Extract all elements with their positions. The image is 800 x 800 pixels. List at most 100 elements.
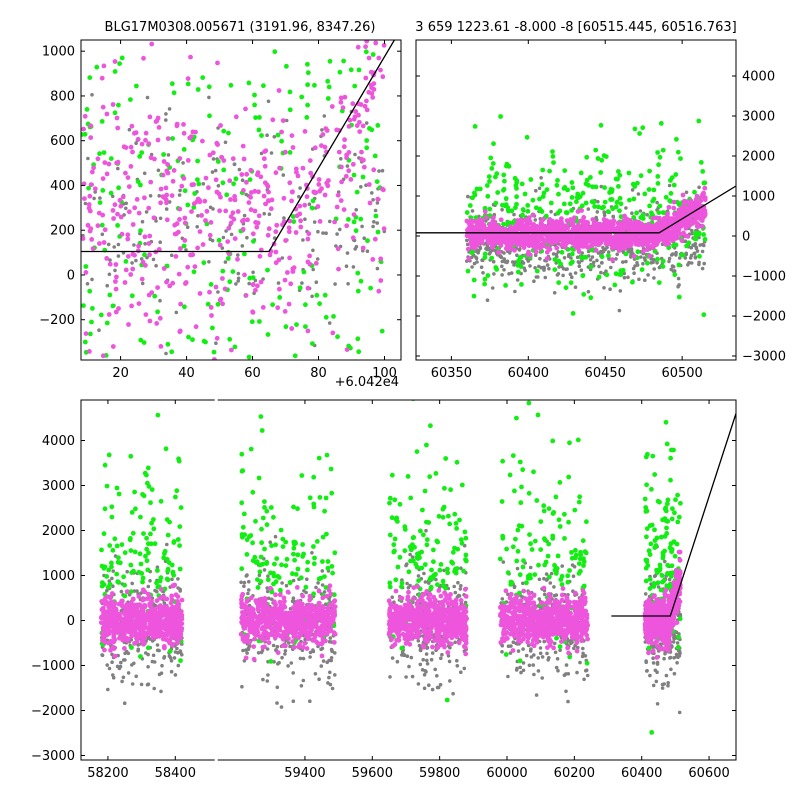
p1-point-magenta [593,226,599,232]
p0-point-magenta [164,279,169,285]
p1-point-grey [539,176,543,180]
p0-model-line [81,40,395,253]
p0-point-magenta [172,11,177,16]
p2-point-grey [240,684,244,689]
p0-point-green [252,102,257,108]
p2-point-green [122,550,128,556]
p0-point-green [335,334,340,340]
p1-point-grey [465,238,469,243]
p2-point-green [174,488,180,494]
p2-point-green [144,535,150,541]
p2-point-grey [123,658,127,662]
p0-point-grey [301,238,305,242]
p0-point-magenta [339,179,344,185]
p1-point-green [655,174,661,179]
p0-point-magenta [262,180,268,186]
p0-point-grey [229,232,234,237]
p0-point-green [192,191,198,196]
p1-point-magenta [588,237,594,243]
p1-point-green [669,175,675,181]
p1-point-green [698,160,704,165]
p2-point-grey [564,663,569,667]
p2-point-grey [265,679,270,683]
p2-point-grey [459,566,463,570]
p1-point-green [581,292,587,297]
p0-point-magenta [347,117,353,123]
p0-point-magenta [82,113,88,119]
p2-point-grey [408,583,412,588]
p1-point-magenta [666,204,672,210]
p0-point-magenta [155,285,161,290]
p0-point-magenta [289,326,295,331]
p0-point-grey [311,267,316,272]
p2-point-grey [172,656,177,660]
p1-point-green [569,251,575,257]
p0-point-magenta [141,55,146,61]
p2-point-grey [404,675,408,679]
p2-point-grey [157,672,162,677]
p0-point-magenta [317,188,323,194]
p0-point-magenta [158,186,164,192]
p0-point-magenta [380,74,386,80]
p2-point-grey [455,664,460,668]
p1-point-magenta [536,243,542,249]
p1-point-green [598,122,604,128]
p0-point-grey [373,208,378,213]
p2-point-green [167,648,173,654]
p1-point-green [656,162,661,168]
p0-point-green [86,185,91,191]
p0-ytick-label: 200 [50,224,75,239]
p2-point-grey [146,636,150,641]
p2-point-grey [552,593,557,598]
p0-point-magenta [155,137,161,143]
p2-point-grey [662,682,666,686]
p2-point-grey [651,661,656,665]
p0-point-magenta [357,119,362,125]
p2-point-grey [324,602,328,606]
p1-point-magenta [694,193,700,199]
p1-point-green [578,170,584,176]
p1-point-green [601,204,606,210]
p1-point-magenta [656,234,661,240]
p0-point-magenta [277,286,282,292]
p0-point-magenta [367,200,373,206]
p2-point-grey [430,651,435,655]
p2-point-grey [571,574,576,578]
p0-point-magenta [115,211,120,217]
p0-point-green [375,229,381,235]
p2-point-green [138,514,143,520]
p0-point-magenta [114,274,119,280]
p1-point-magenta [585,220,590,225]
p2-point-grey [107,666,112,671]
p1-point-green [634,210,639,216]
p2-point-grey [390,595,395,599]
p1-point-magenta [472,233,478,239]
p2-point-grey [410,674,415,679]
p0-point-green [322,292,328,298]
p1-point-green [596,204,601,210]
p1-point-green [678,156,683,162]
p0-point-magenta [178,301,184,307]
p0-point-grey [328,219,332,224]
p0-point-green [119,55,125,61]
p2-point-green [139,571,145,576]
p2-point-grey [135,589,139,593]
p0-point-magenta [263,148,269,154]
p0-point-green [152,293,158,299]
p1-point-green [550,149,555,155]
p1-point-green [474,186,480,192]
p0-point-green [87,288,93,294]
p1-point-grey [586,207,591,211]
p2-point-green [128,562,134,568]
p2-point-grey [578,660,582,665]
p0-point-magenta [153,119,159,124]
p1-point-green [663,194,669,200]
p0-point-magenta [330,330,336,336]
p0-point-grey [244,192,248,197]
p1-point-grey [573,285,578,290]
p0-point-green [360,174,366,180]
p1-point-magenta [530,232,535,238]
p0-point-grey [105,283,109,288]
p0-point-green [348,67,354,73]
p2-point-grey [291,596,296,600]
